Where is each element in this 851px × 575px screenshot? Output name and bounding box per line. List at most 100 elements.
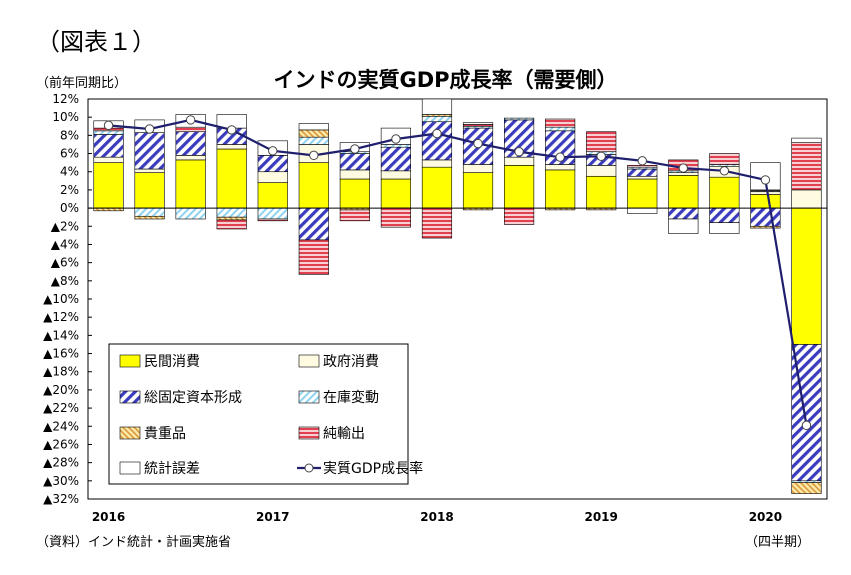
y-tick-label: ▲26%	[43, 437, 79, 451]
legend-label: 総固定資本形成	[144, 390, 242, 406]
bar-segment-gov	[216, 144, 247, 150]
bar-segment-private	[339, 178, 370, 209]
legend-label: 貴重品	[144, 426, 186, 442]
bar-segment-gov	[339, 169, 370, 180]
y-tick-label: ▲20%	[43, 383, 79, 397]
legend-swatch-gdp-point	[304, 463, 314, 473]
bar-segment-private	[709, 176, 740, 209]
bar-segment-inv	[421, 115, 453, 123]
bar-segment-gfcf	[339, 153, 370, 171]
bar-segment-gfcf	[709, 207, 740, 223]
bar-segment-gov	[791, 189, 822, 209]
bar-segment-net	[791, 142, 822, 191]
gdp-point	[719, 166, 730, 176]
bar-segment-val	[298, 129, 329, 138]
y-tick-label: 10%	[52, 110, 79, 124]
bar-segment-private	[668, 175, 699, 209]
bar-segment-gfcf	[421, 121, 453, 161]
bar-segment-err	[709, 222, 740, 234]
legend-label: 純輸出	[323, 426, 365, 442]
bar-segment-net	[586, 131, 617, 153]
bar-segment-gov	[586, 165, 617, 177]
figure-label: （図表１）	[36, 28, 156, 56]
gdp-point	[678, 163, 689, 173]
y-tick-label: ▲6%	[51, 256, 79, 270]
y-tick-label: ▲14%	[43, 328, 79, 342]
bar-segment-inv	[545, 126, 576, 132]
source-note: （資料）インド統計・計画実施省	[36, 535, 232, 550]
x-unit-label: （四半期）	[745, 535, 811, 550]
y-tick-label: ▲16%	[43, 347, 79, 361]
bar-segment-net	[298, 239, 329, 275]
legend-label: 在庫変動	[323, 389, 379, 406]
x-year-label: 2018	[420, 510, 453, 524]
bar-segment-gfcf	[627, 168, 658, 177]
y-tick-label: 8%	[60, 128, 79, 142]
legend-label: 実質GDP成長率	[323, 460, 423, 477]
bar-segment-inv	[93, 130, 124, 135]
y-tick-label: ▲12%	[43, 310, 79, 324]
gdp-point	[514, 147, 524, 157]
bar-segment-val	[216, 216, 247, 221]
bar-segment-private	[134, 172, 165, 209]
y-tick-label: ▲10%	[43, 292, 79, 306]
bar-segment-private	[627, 178, 658, 209]
gdp-growth-line	[108, 118, 808, 426]
bar-segment-err	[791, 137, 822, 143]
bar-segment-gfcf	[175, 131, 206, 156]
legend-swatch-gov	[298, 354, 320, 368]
gdp-point	[226, 125, 237, 135]
bar-segment-net	[709, 153, 740, 165]
bar-segment-gov	[380, 170, 411, 180]
bar-segment-net	[380, 207, 411, 228]
gdp-point	[473, 138, 483, 149]
bar-segment-private	[504, 165, 535, 209]
bar-segment-err	[298, 123, 329, 131]
y-tick-label: 6%	[60, 147, 79, 161]
bar-segment-val	[750, 225, 781, 229]
legend-swatch-net	[298, 426, 320, 440]
gdp-point	[555, 152, 565, 162]
bar-segment-private	[93, 162, 124, 209]
chart-title: インドの実質GDP成長率（需要側）	[273, 68, 618, 92]
gdp-point	[144, 124, 155, 134]
legend-label: 政府消費	[323, 354, 379, 370]
x-year-label: 2019	[584, 510, 617, 524]
legend-label: 民間消費	[144, 354, 200, 370]
bar-segment-net	[257, 218, 288, 222]
x-axis-year-labels: 2016 2017 2018 2019 2020	[92, 510, 782, 524]
bar-segment-inv	[216, 207, 247, 218]
bar-segment-gfcf	[93, 134, 124, 158]
y-tick-label: ▲4%	[51, 237, 79, 251]
bar-segment-gov	[134, 168, 165, 173]
x-year-label: 2016	[92, 510, 125, 524]
bar-segment-net	[627, 165, 658, 168]
gdp-point	[432, 128, 442, 139]
bar-segment-gov	[504, 156, 535, 166]
bar-segment-gov	[421, 159, 453, 168]
bar-segment-gov	[93, 156, 124, 163]
bar-segment-private	[750, 194, 781, 209]
bar-segment-inv	[175, 207, 206, 220]
bar-segment-gov	[462, 164, 494, 173]
gdp-point	[185, 115, 196, 125]
legend-swatch-err	[119, 461, 141, 475]
y-tick-label: ▲2%	[51, 219, 79, 233]
bar-segment-net	[175, 126, 206, 133]
x-year-label: 2020	[749, 510, 782, 524]
bar-segment-inv	[504, 117, 535, 121]
bar-segment-inv	[298, 136, 329, 145]
bar-segment-net	[421, 207, 453, 239]
bar-segment-private	[298, 162, 329, 209]
bar-segment-err	[668, 218, 699, 234]
gdp-point	[103, 120, 114, 131]
legend-swatch-private	[119, 354, 141, 368]
bar-segment-gfcf	[298, 207, 329, 241]
bar-segment-gfcf	[750, 207, 781, 227]
legend-swatch-val	[119, 426, 141, 440]
y-tick-label: ▲32%	[43, 492, 79, 506]
y-tick-label: 4%	[60, 165, 79, 179]
bar-segment-private	[462, 172, 494, 209]
y-axis: 12% 10% 8% 6% 4% 2% 0% ▲2% ▲4% ▲6% ▲8% ▲10% ▲12% ▲14%…	[43, 92, 92, 506]
